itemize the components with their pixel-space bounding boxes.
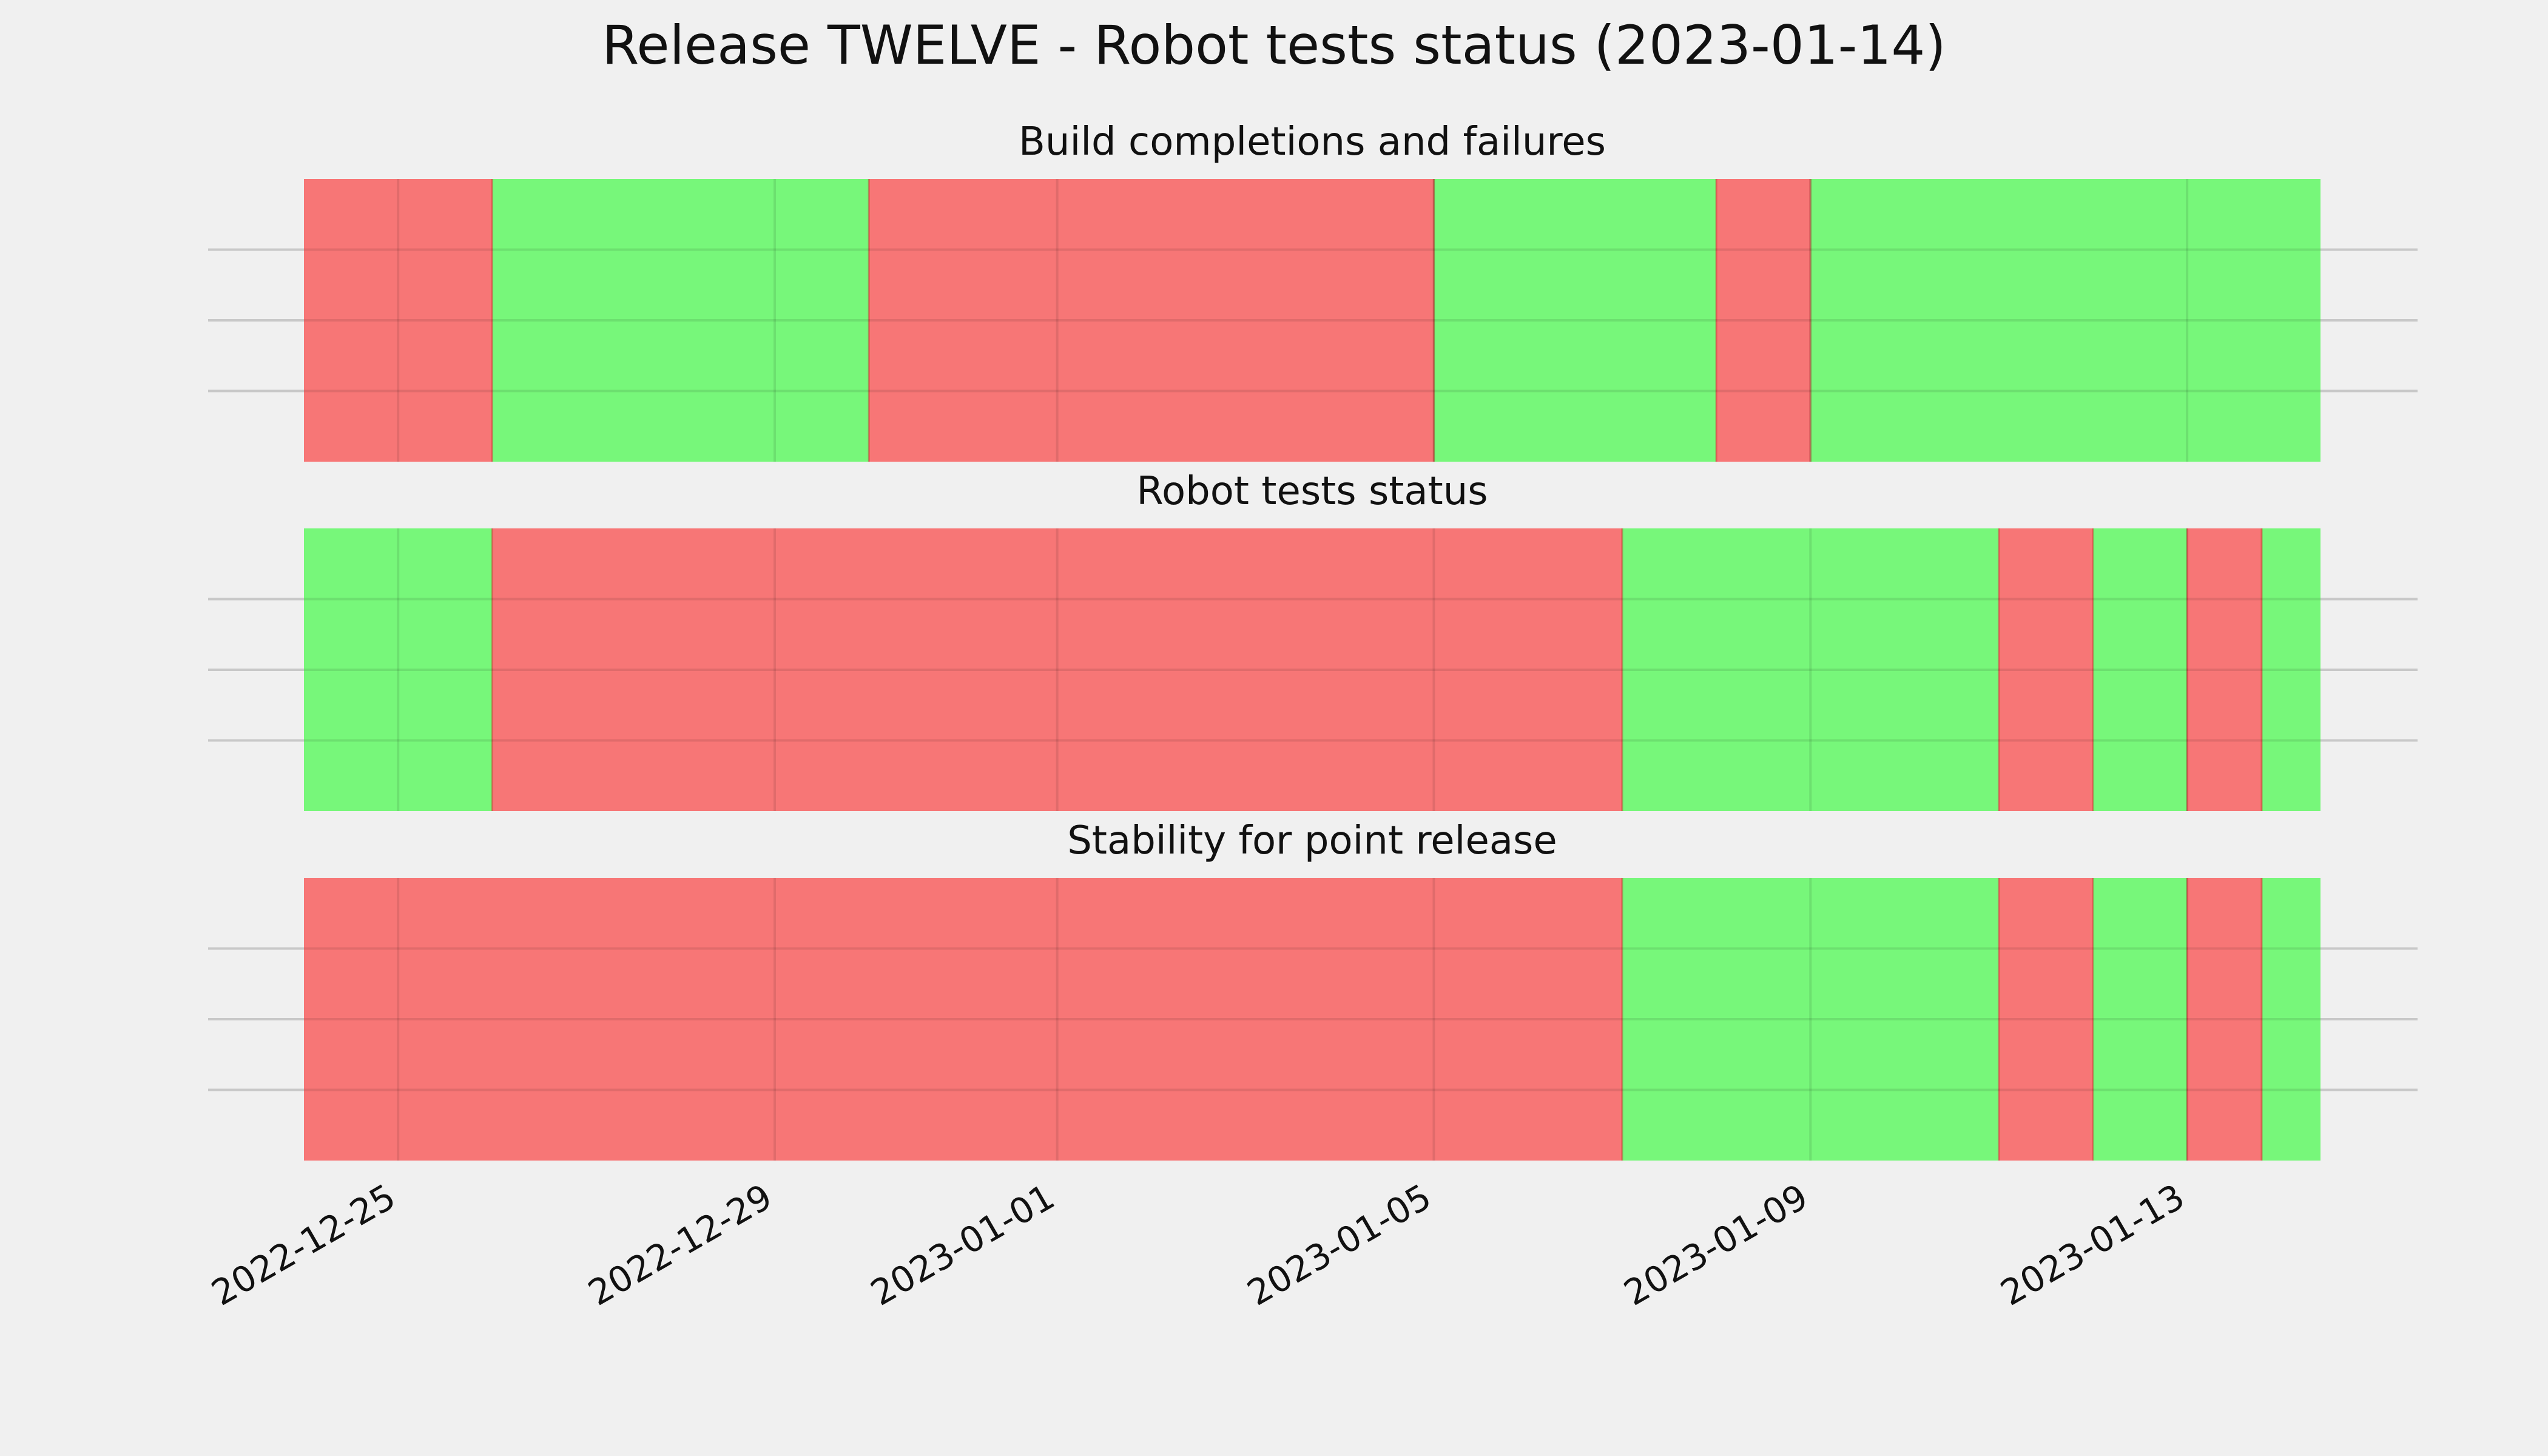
fail-segment xyxy=(304,878,1622,1161)
fail-segment xyxy=(492,528,1622,811)
timeline-panel: Stability for point release xyxy=(208,818,2418,1161)
timeline-panels: Build completions and failures Robot test… xyxy=(208,120,2418,1161)
fail-segment xyxy=(2187,878,2262,1161)
pass-segment xyxy=(1810,179,2320,462)
panel-title: Stability for point release xyxy=(1067,818,1557,863)
fail-segment xyxy=(1716,179,1811,462)
timeline-panel: Build completions and failures xyxy=(208,120,2418,462)
pass-segment xyxy=(1622,878,1999,1161)
timeline-panel: Robot tests status xyxy=(208,469,2418,811)
figure-title: Release TWELVE - Robot tests status (202… xyxy=(602,14,1946,76)
panel-title: Build completions and failures xyxy=(1019,120,1606,164)
fail-segment xyxy=(869,179,1434,462)
fail-segment xyxy=(2187,528,2262,811)
pass-segment xyxy=(1434,179,1717,462)
pass-segment xyxy=(2092,878,2188,1161)
pass-segment xyxy=(492,179,869,462)
panel-title: Robot tests status xyxy=(1136,469,1488,514)
pass-segment xyxy=(1622,528,1999,811)
pass-segment xyxy=(2261,528,2320,811)
pass-segment xyxy=(304,528,493,811)
fail-segment xyxy=(1998,528,2093,811)
pass-segment xyxy=(2092,528,2188,811)
pass-segment xyxy=(2261,878,2320,1161)
fail-segment xyxy=(1998,878,2093,1161)
fail-segment xyxy=(304,179,493,462)
